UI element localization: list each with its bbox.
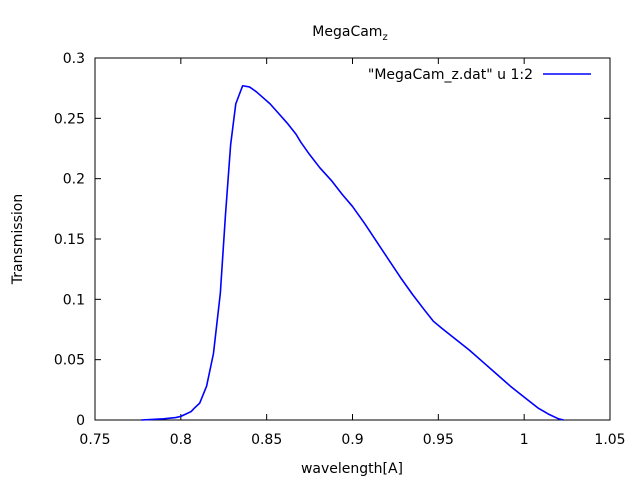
chart-title-main: MegaCam xyxy=(312,24,382,40)
x-tick-label: 1.05 xyxy=(594,432,625,448)
y-tick-label: 0.3 xyxy=(63,51,85,67)
plot-frame xyxy=(94,57,611,421)
x-tick-label: 0.85 xyxy=(251,432,282,448)
x-tick-label: 0.75 xyxy=(79,432,110,448)
y-tick-label: 0.25 xyxy=(54,111,85,127)
y-tick-label: 0.1 xyxy=(63,292,85,308)
axis-ticks xyxy=(94,57,611,421)
y-tick-label: 0.05 xyxy=(54,353,85,369)
axis-tick-labels: 0.75 0.8 0.85 0.9 0.95 1 1.05 0 0.05 0.1 0.15 0.2 0.… xyxy=(54,51,626,448)
y-tick-label: 0 xyxy=(76,413,85,429)
x-tick-label: 0.95 xyxy=(423,432,454,448)
x-tick-label: 1 xyxy=(520,432,529,448)
x-tick-label: 0.9 xyxy=(341,432,363,448)
x-tick-label: 0.8 xyxy=(170,432,192,448)
chart-title: MegaCamz xyxy=(312,24,387,43)
y-tick-label: 0.2 xyxy=(63,172,85,188)
y-axis-label: Transmission xyxy=(10,194,26,285)
x-axis-label: wavelength[A] xyxy=(301,461,403,477)
y-tick-label: 0.15 xyxy=(54,232,85,248)
legend-label: "MegaCam_z.dat" u 1:2 xyxy=(368,67,533,83)
series-line xyxy=(141,84,564,421)
chart-title-subscript: z xyxy=(382,32,387,43)
legend: "MegaCam_z.dat" u 1:2 xyxy=(368,67,591,83)
